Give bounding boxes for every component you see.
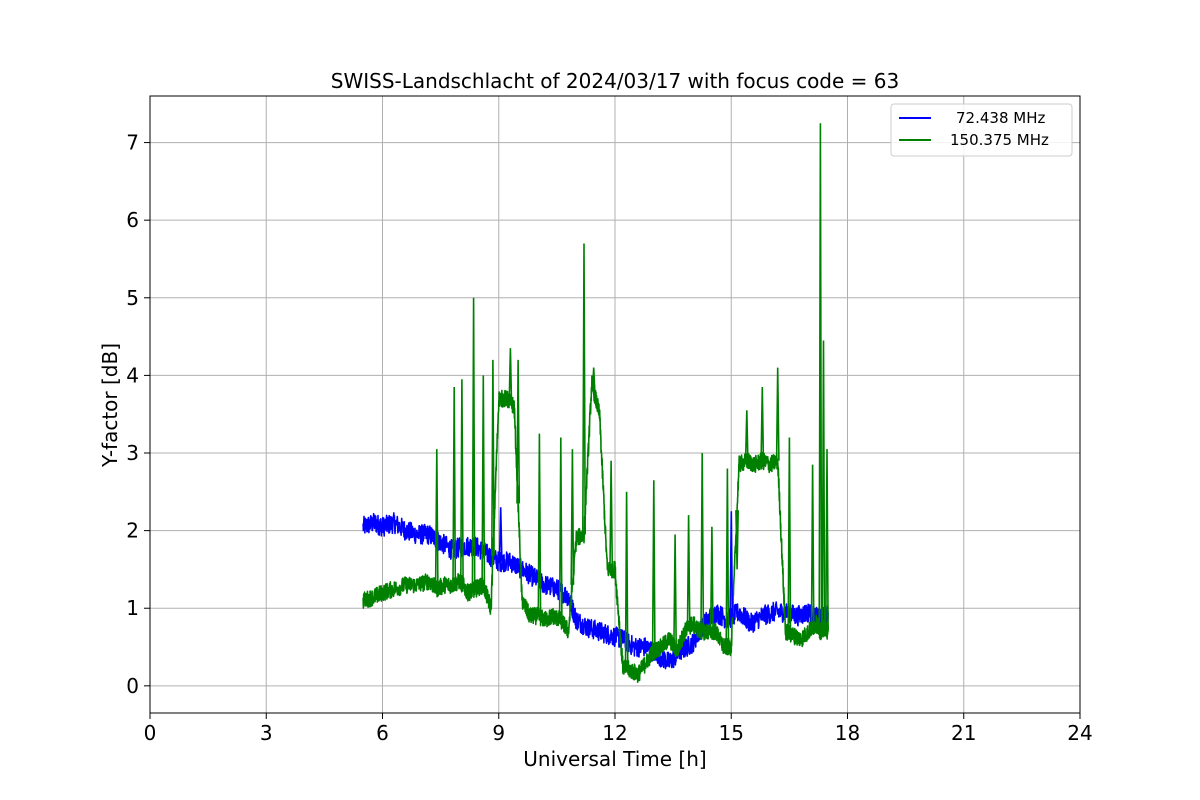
y-tick-label: 3 (126, 441, 139, 465)
peak-spike (481, 375, 486, 585)
x-tick-label: 15 (719, 721, 744, 745)
peak-spike (787, 437, 792, 634)
peak-spike (624, 491, 629, 669)
peak-spike (452, 386, 457, 585)
peak-spike (818, 123, 823, 632)
x-tick-label: 21 (951, 721, 976, 745)
peak-spike (760, 386, 765, 461)
legend-label-150-mhz: 150.375 MHz (950, 131, 1049, 149)
peak-spike (686, 515, 691, 628)
x-tick-label: 24 (1067, 721, 1092, 745)
y-tick-label: 4 (126, 363, 139, 387)
peak-spike (581, 243, 587, 535)
x-tick-label: 6 (376, 721, 389, 745)
y-tick-label: 1 (126, 596, 139, 620)
y-axis-label: Y-factor [dB] (98, 343, 122, 468)
peak-spike (558, 437, 563, 620)
peak-spike (651, 480, 656, 651)
chart-title: SWISS-Landschlacht of 2024/03/17 with fo… (331, 69, 899, 93)
peak-spike (700, 452, 705, 632)
series-layer (362, 375, 829, 684)
grid (149, 96, 1081, 713)
peak-spike (673, 534, 677, 649)
peak-spike (491, 359, 495, 556)
peak-spike (735, 510, 739, 570)
x-tick-label: 3 (260, 721, 273, 745)
x-tick-label: 12 (602, 721, 627, 745)
peak-spike (775, 367, 780, 461)
peak-spike (591, 367, 596, 391)
legend: 72.438 MHz 150.375 MHz (890, 103, 1073, 157)
peak-spike (537, 433, 542, 618)
peak-spike (729, 511, 734, 618)
y-tick-label: 5 (126, 286, 139, 310)
peak-spike (821, 340, 826, 629)
peak-spike (825, 449, 829, 631)
peak-spike (459, 379, 464, 585)
peak-spike (516, 359, 521, 504)
y-tick-label: 6 (126, 208, 139, 232)
y-tick-label: 7 (126, 131, 139, 155)
x-axis-label: Universal Time [h] (523, 747, 706, 771)
legend-label-72-mhz: 72.438 MHz (956, 109, 1045, 127)
peak-spike (810, 464, 815, 628)
peak-spike (498, 507, 503, 562)
y-tick-label: 2 (126, 519, 139, 543)
peaks-layer (434, 123, 829, 669)
series-line-0 (362, 512, 829, 670)
legend-box (890, 103, 1073, 157)
peak-spike (570, 449, 575, 585)
peak-spike (434, 449, 439, 589)
x-tick-label: 9 (492, 721, 505, 745)
peak-spike (709, 526, 714, 632)
x-tick-label: 18 (835, 721, 860, 745)
peak-spike (609, 460, 614, 570)
peak-spike (471, 297, 476, 590)
peak-spike (725, 468, 730, 648)
peak-spike (508, 348, 513, 403)
peak-spike (744, 410, 749, 461)
x-tick-label: 0 (144, 721, 157, 745)
y-tick-label: 0 (126, 674, 139, 698)
